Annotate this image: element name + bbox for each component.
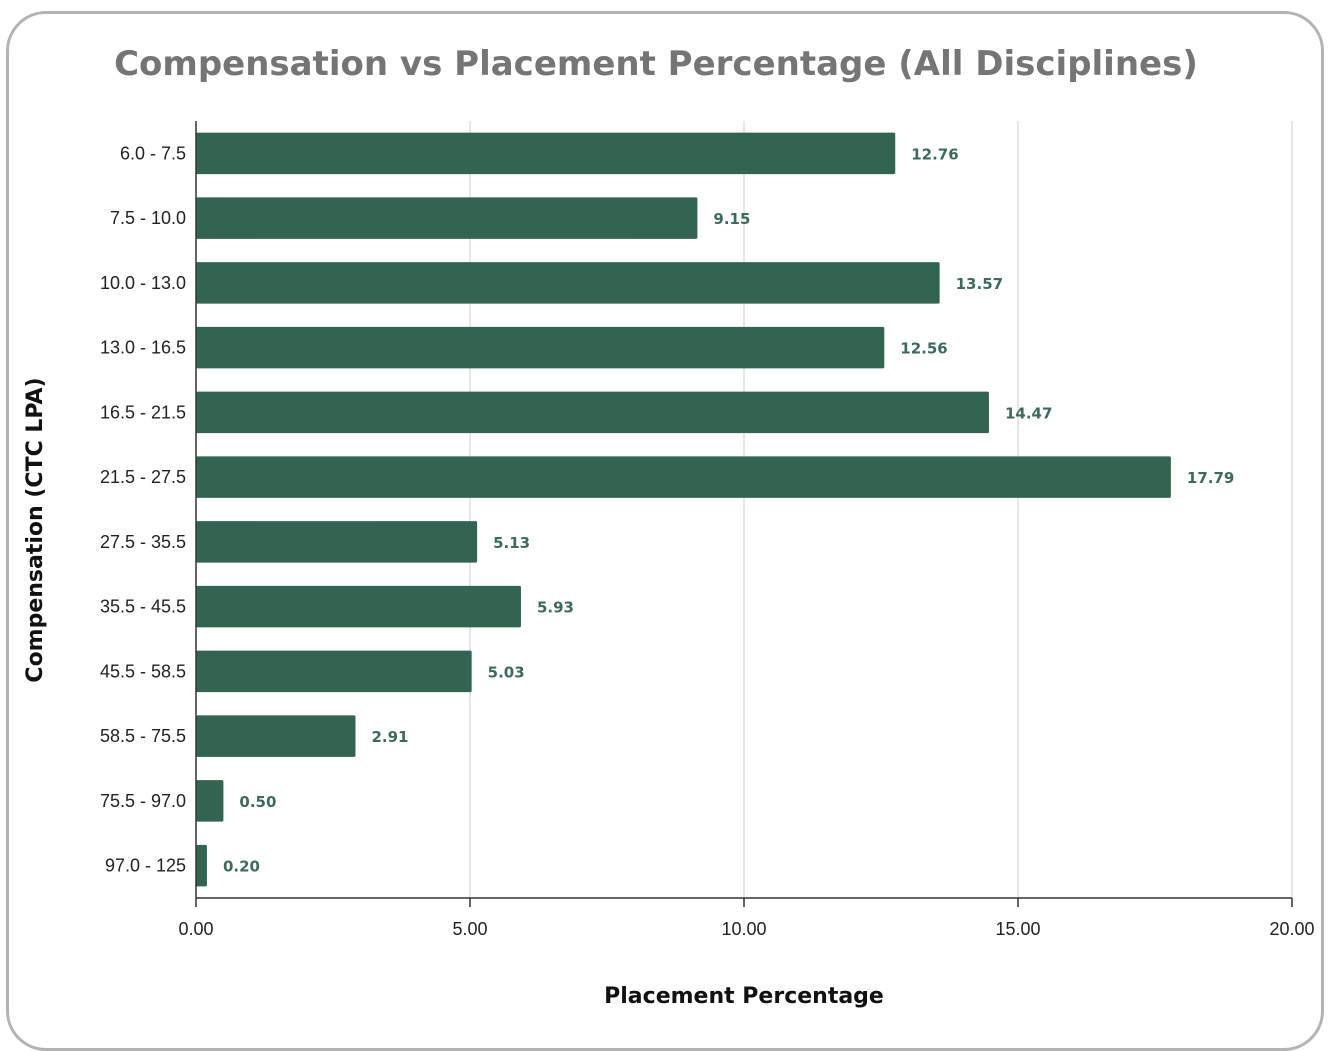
category-label: 21.5 - 27.5 (100, 467, 186, 487)
category-label: 7.5 - 10.0 (110, 208, 186, 228)
bar (196, 844, 207, 887)
bar (196, 521, 478, 563)
data-label: 13.57 (956, 275, 1003, 293)
category-label: 13.0 - 16.5 (100, 338, 186, 358)
bar (196, 391, 989, 434)
bar (196, 780, 224, 822)
bar (196, 585, 521, 628)
bar (196, 715, 356, 757)
data-label: 9.15 (713, 210, 750, 228)
bar (196, 197, 698, 239)
axes: 0.00 5.00 10.00 15.00 20.00 6.0 - 7.5 7.5 - 10… (100, 121, 1315, 939)
gridlines (469, 121, 1293, 898)
bar (196, 326, 885, 369)
x-axis-title: Placement Percentage (604, 984, 884, 1009)
data-label: 14.47 (1005, 404, 1052, 422)
x-tick-label: 0.00 (178, 919, 213, 939)
data-label: 5.03 (488, 663, 525, 681)
category-label: 27.5 - 35.5 (100, 532, 186, 552)
bar-chart: Compensation vs Placement Percentage (Al… (23, 44, 1315, 1009)
data-label: 17.79 (1187, 469, 1234, 487)
data-label: 12.76 (911, 145, 958, 163)
bar (196, 132, 896, 175)
bar (196, 650, 472, 693)
category-label: 6.0 - 7.5 (120, 143, 186, 163)
data-label: 2.91 (371, 728, 408, 746)
category-label: 58.5 - 75.5 (100, 726, 186, 746)
data-label: 5.13 (493, 534, 530, 552)
data-label: 0.20 (223, 858, 260, 876)
category-label: 16.5 - 21.5 (100, 402, 186, 422)
category-label: 35.5 - 45.5 (100, 597, 186, 617)
x-tick-label: 5.00 (452, 919, 487, 939)
data-label: 12.56 (900, 340, 947, 358)
data-label: 0.50 (239, 793, 276, 811)
bars: 12.76 9.15 13.57 12.56 14.47 17.79 5.13 5.93 5.0… (196, 132, 1234, 887)
x-tick-label: 20.00 (1269, 919, 1314, 939)
category-label: 75.5 - 97.0 (100, 791, 186, 811)
x-tick-label: 10.00 (721, 919, 766, 939)
chart-title: Compensation vs Placement Percentage (Al… (114, 44, 1198, 84)
category-label: 45.5 - 58.5 (100, 661, 186, 681)
category-label: 10.0 - 13.0 (100, 273, 186, 293)
data-label: 5.93 (537, 599, 574, 617)
bar (196, 456, 1171, 498)
category-label: 97.0 - 125 (105, 856, 186, 876)
bar (196, 262, 940, 304)
y-axis-title: Compensation (CTC LPA) (23, 377, 48, 682)
x-tick-label: 15.00 (995, 919, 1040, 939)
